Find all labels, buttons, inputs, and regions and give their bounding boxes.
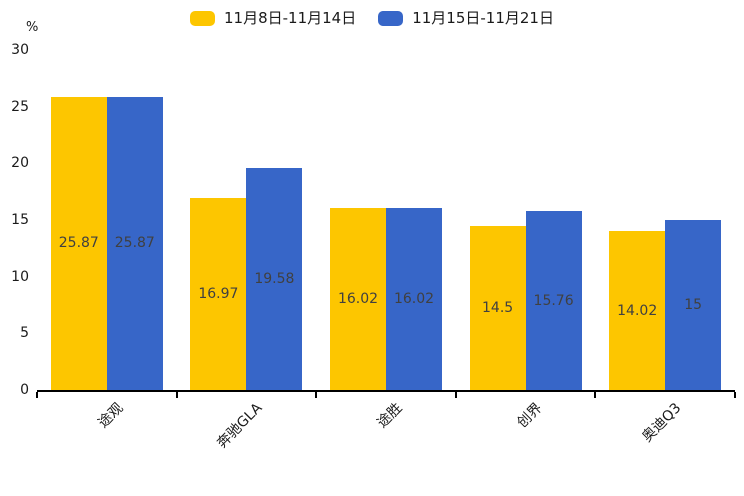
bar-value-label: 15.76 (533, 292, 574, 309)
y-tick-label: 5 (20, 325, 29, 342)
bar-series1: 16.97 (190, 197, 247, 390)
bar-value-label: 14.5 (482, 299, 514, 316)
y-tick-label: 0 (20, 382, 29, 398)
legend: 11月8日-11月14日 11月15日-11月21日 (0, 7, 744, 29)
x-category-label: 奔驰GLA (214, 400, 266, 452)
bar-series1: 16.02 (330, 208, 386, 390)
x-axis-tick (36, 392, 38, 398)
y-axis-unit-label: % (26, 20, 39, 35)
legend-item-series2: 11月15日-11月21日 (378, 7, 554, 29)
y-tick-label: 30 (11, 42, 29, 58)
x-category-label: 创界 (513, 400, 546, 432)
x-category-label: 途观 (95, 400, 127, 432)
bar-series1: 14.02 (609, 231, 666, 390)
x-axis-tick (594, 392, 597, 398)
x-axis-tick (734, 392, 736, 398)
x-category-label: 途胜 (374, 400, 406, 432)
bar-value-label: 19.58 (254, 271, 295, 288)
x-category-label: 奥迪Q3 (639, 400, 685, 446)
y-tick-label: 15 (11, 212, 29, 228)
legend-label-series2: 11月15日-11月21日 (412, 9, 554, 27)
legend-swatch-series1 (190, 10, 215, 26)
bar-value-label: 15 (684, 297, 703, 313)
plot-area: 0 5 10 15 20 25 30 25.87 25.87 途观 16.97 19.58 奔驰GLA 1… (11, 42, 736, 451)
bar-value-label: 14.02 (617, 302, 658, 319)
bar-series2: 15 (665, 220, 722, 390)
bar-series2: 16.02 (386, 208, 442, 390)
bar-value-label: 16.02 (393, 291, 435, 308)
bar-series2: 15.76 (525, 211, 582, 390)
bar-value-label: 16.02 (337, 291, 379, 308)
bar-value-label: 16.97 (198, 285, 239, 302)
bar-series1: 14.5 (469, 225, 526, 390)
y-tick-label: 20 (11, 155, 29, 172)
bar-series1: 25.87 (50, 96, 107, 390)
bar-series2: 25.87 (106, 96, 163, 390)
y-tick-label: 10 (11, 268, 29, 285)
legend-swatch-series2 (378, 10, 404, 26)
x-axis-line (37, 390, 735, 392)
x-axis-tick (454, 392, 457, 398)
y-tick-label: 25 (11, 98, 29, 115)
legend-label-series1: 11月8日-11月14日 (224, 9, 357, 27)
legend-item-series1: 11月8日-11月14日 (190, 7, 356, 29)
bar-value-label: 25.87 (114, 235, 155, 252)
x-axis-tick (315, 392, 318, 398)
bar-value-label: 25.87 (58, 235, 99, 252)
x-axis-tick (175, 392, 178, 398)
bar-series2: 19.58 (246, 168, 303, 390)
